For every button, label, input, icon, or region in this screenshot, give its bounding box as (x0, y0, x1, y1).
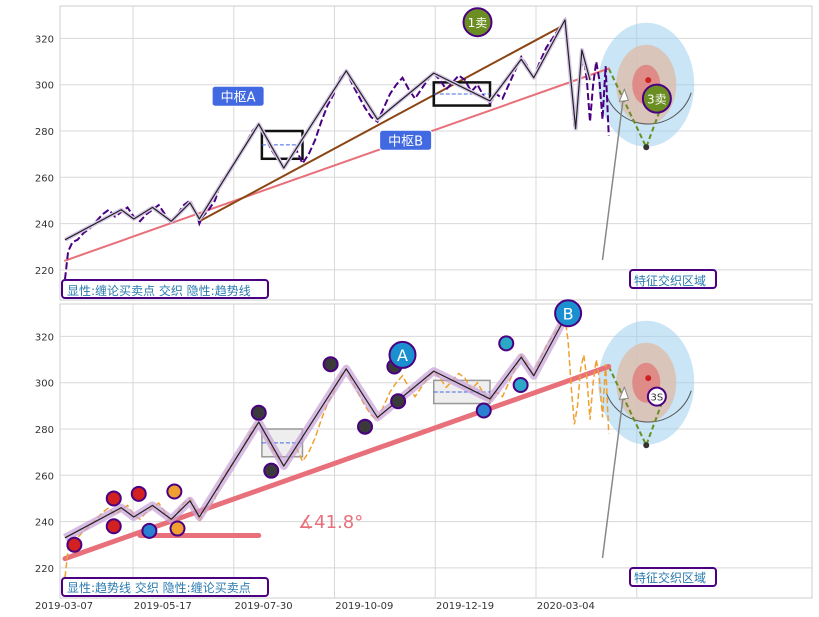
y-tick-label: 320 (35, 332, 54, 343)
buy-sell-mark (105, 518, 122, 535)
stroke-line (64, 19, 591, 241)
buy-sell-mark (141, 522, 158, 539)
zone-arrow (601, 387, 626, 559)
bottom-legend-text: 显性:趋势线 交织 隐性:缠论买卖点 (67, 580, 251, 595)
bottom-panel: 220 240 260 280 300 320 2019-03-07 2019-05-17 20… (35, 299, 813, 612)
zone-arc (605, 92, 692, 125)
zone-arrow-head (618, 87, 630, 102)
zone-arrow (601, 89, 626, 261)
x-tick-label: 2020-03-04 (537, 601, 595, 612)
y-tick-label: 260 (35, 471, 54, 482)
projection-line (607, 68, 666, 150)
badge-label: A (397, 346, 408, 365)
y-tick-label: 300 (35, 379, 54, 390)
projection-low-dot (643, 144, 650, 151)
y-tick-label: 260 (35, 173, 54, 184)
y-tick-label: 220 (35, 564, 54, 575)
trendline-up (64, 67, 610, 262)
feature-label-box (629, 269, 717, 289)
y-tick-label: 220 (35, 266, 54, 277)
buy-sell-mark (250, 404, 267, 421)
x-tick-label: 2019-05-17 (134, 601, 192, 612)
legend-box (61, 279, 269, 299)
central-callout-box (211, 85, 265, 107)
buy-sell-mark (166, 483, 183, 500)
projection-line (607, 366, 666, 448)
sell-badge (641, 83, 672, 114)
badge-label: 3S (651, 393, 664, 404)
badge-label: B (563, 304, 574, 323)
buy-sell-mark (105, 490, 122, 507)
x-tick-label: 2019-12-19 (436, 601, 494, 612)
zone-center-dot (645, 77, 652, 84)
badge (554, 299, 583, 328)
badge (388, 340, 417, 369)
buy-sell-mark (357, 418, 373, 435)
x-tick-label: 2019-07-30 (235, 601, 293, 612)
chart-texts: 显性:缠论买卖点 交织 隐性:趋势线 特征交织区域 显性:趋势线 交织 隐性:缠… (67, 273, 706, 595)
sell-badge (462, 7, 493, 38)
x-tick-label: 2019-10-09 (335, 601, 393, 612)
buy-sell-mark (169, 520, 186, 537)
buy-sell-mark (322, 356, 339, 373)
top-legend-text: 显性:缠论买卖点 交织 隐性:趋势线 (67, 283, 251, 298)
sell-badge-label: 1卖 (468, 16, 488, 30)
sell-badge-label: 3卖 (647, 93, 667, 107)
buy-sell-mark (475, 402, 492, 419)
y-tick-label: 240 (35, 220, 54, 231)
buy-sell-mark (390, 393, 407, 410)
buy-sell-mark (66, 536, 83, 553)
buy-sell-mark (512, 377, 529, 394)
buy-sell-mark (498, 335, 515, 352)
projection-low-dot (643, 442, 650, 449)
legend-box (61, 577, 269, 597)
central-callout-box (379, 129, 433, 151)
y-tick-label: 280 (35, 127, 54, 138)
zone-arc (605, 390, 692, 423)
buy-sell-mark (130, 485, 147, 502)
x-tick-label: 2019-03-07 (35, 601, 93, 612)
price-series-gold (64, 315, 610, 578)
price-series (64, 17, 610, 280)
badge (646, 386, 667, 407)
y-tick-label: 300 (35, 81, 54, 92)
angle-label: ∡41.8° (298, 512, 363, 533)
y-tick-label: 280 (35, 425, 54, 436)
zone-center-dot (645, 375, 652, 382)
buy-sell-mark (263, 462, 280, 479)
central-callout-label: 中枢B (388, 134, 423, 149)
bottom-feature-label: 特征交织区域 (634, 570, 706, 585)
y-tick-label: 240 (35, 518, 54, 529)
central-callout-label: 中枢A (221, 90, 256, 105)
stroke-line (64, 317, 566, 539)
top-feature-label: 特征交织区域 (634, 273, 706, 288)
trendline-up2 (198, 23, 566, 223)
top-panel: 220 240 260 280 300 320 中枢A 中枢B 1卖 3卖 (35, 5, 813, 301)
plot-frame (59, 5, 813, 301)
y-tick-label: 320 (35, 34, 54, 45)
feature-label-box (629, 567, 717, 587)
zone-arrow-head (618, 385, 630, 400)
plot-frame (59, 303, 813, 599)
